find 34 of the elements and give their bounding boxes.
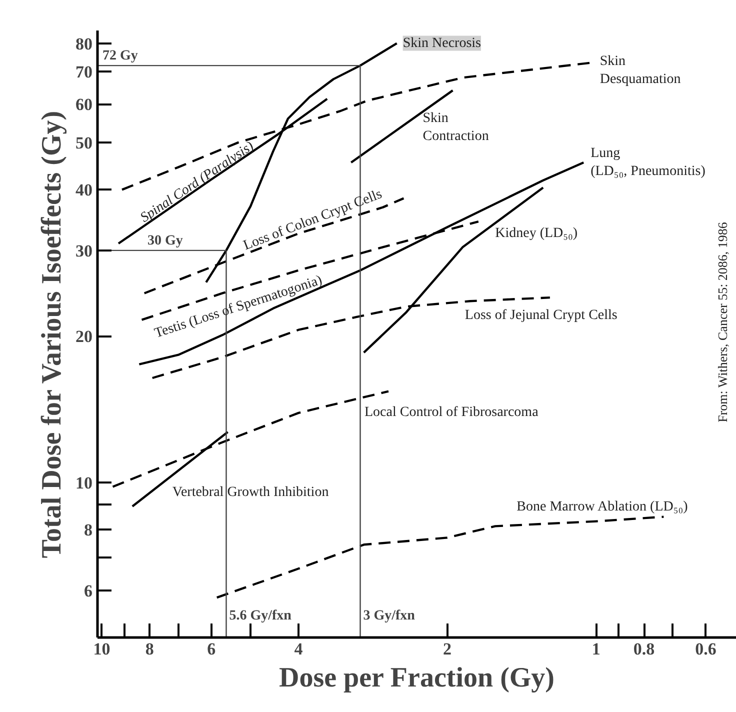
- series-label: Bone Marrow Ablation (LD₅₀): [516, 499, 688, 514]
- y-tick-label: 20: [76, 327, 92, 346]
- y-tick-label: 8: [84, 520, 92, 540]
- x-tick-label: 0.8: [633, 640, 655, 658]
- x-tick-label: 0.6: [695, 640, 716, 658]
- y-tick-label: 6: [84, 581, 92, 600]
- y-tick-label: 80: [76, 34, 92, 54]
- ref-line-label: 3 Gy/fxn: [363, 608, 416, 624]
- x-axis-title: Dose per Fraction (Gy): [278, 662, 555, 694]
- x-tick-label: 1: [592, 640, 600, 658]
- y-tick-label: 30: [76, 241, 92, 260]
- y-tick-label: 50: [76, 134, 92, 153]
- series-label: Skin Contraction: [422, 110, 489, 144]
- x-tick-label: 8: [145, 640, 154, 658]
- x-tick-label: 6: [207, 640, 216, 658]
- y-tick-label: 70: [76, 62, 92, 82]
- text: Loss of Colon Crypt Cells: [242, 186, 384, 254]
- series-label: Skin Desquamation: [600, 54, 681, 88]
- y-axis-title: Total Dose for Various Isoeffects (Gy): [36, 110, 68, 558]
- ref-line-label: 72 Gy: [102, 48, 138, 64]
- series-label: Kidney (LD₅₀): [495, 226, 578, 242]
- y-tick-label: 40: [76, 180, 92, 200]
- series-label: Loss of Jejunal Crypt Cells: [464, 308, 618, 324]
- y-tick-label: 10: [76, 473, 92, 492]
- y-tick-label: 60: [76, 95, 92, 114]
- series-label: Vertebral Growth Inhibition: [172, 484, 329, 500]
- ref-line-label: 30 Gy: [148, 233, 183, 248]
- series-label: Local Control of Fibrosarcoma: [364, 404, 540, 420]
- ref-line-label: 5.6 Gy/fxn: [229, 608, 292, 624]
- annotation: From: Withers, Cancer 55: 2086, 1986: [715, 222, 730, 422]
- series-label: Skin Necrosis: [402, 36, 481, 51]
- x-tick-label: 2: [443, 640, 452, 658]
- series-label: Lung (LD₅₀, Pneumonitis): [590, 146, 706, 179]
- x-tick-label: 4: [294, 640, 304, 658]
